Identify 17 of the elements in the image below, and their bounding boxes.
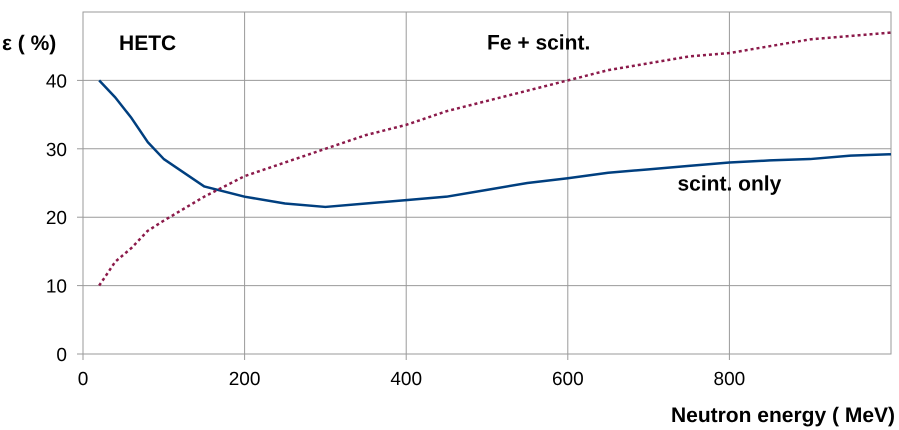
- x-axis-title: Neutron energy ( MeV): [670, 404, 895, 427]
- series-label: scint. only: [677, 172, 782, 196]
- y-tick-label: 40: [46, 71, 67, 92]
- y-axis-title: ε ( %): [2, 32, 56, 55]
- line-series: [98, 31, 892, 287]
- series-label: Fe + scint.: [487, 32, 590, 55]
- x-tick-label: 400: [390, 369, 422, 390]
- y-tick-label: 10: [46, 276, 67, 298]
- y-tick-label: 0: [56, 345, 67, 366]
- y-tick-label: 30: [46, 140, 67, 161]
- x-tick-label: 800: [714, 369, 746, 390]
- x-tick-label: 0: [78, 369, 88, 390]
- x-tick-label: 200: [228, 369, 260, 390]
- annotation: HETC: [119, 32, 176, 55]
- y-tick-label: 20: [46, 208, 67, 230]
- x-tick-label: 600: [552, 369, 584, 390]
- line-series: [98, 79, 892, 208]
